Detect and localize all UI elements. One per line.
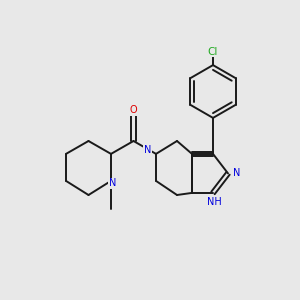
Text: N: N	[233, 168, 240, 178]
Text: O: O	[130, 105, 137, 116]
Text: N: N	[144, 145, 151, 155]
Text: NH: NH	[207, 197, 222, 207]
Text: N: N	[109, 178, 116, 188]
Text: Cl: Cl	[208, 46, 218, 57]
